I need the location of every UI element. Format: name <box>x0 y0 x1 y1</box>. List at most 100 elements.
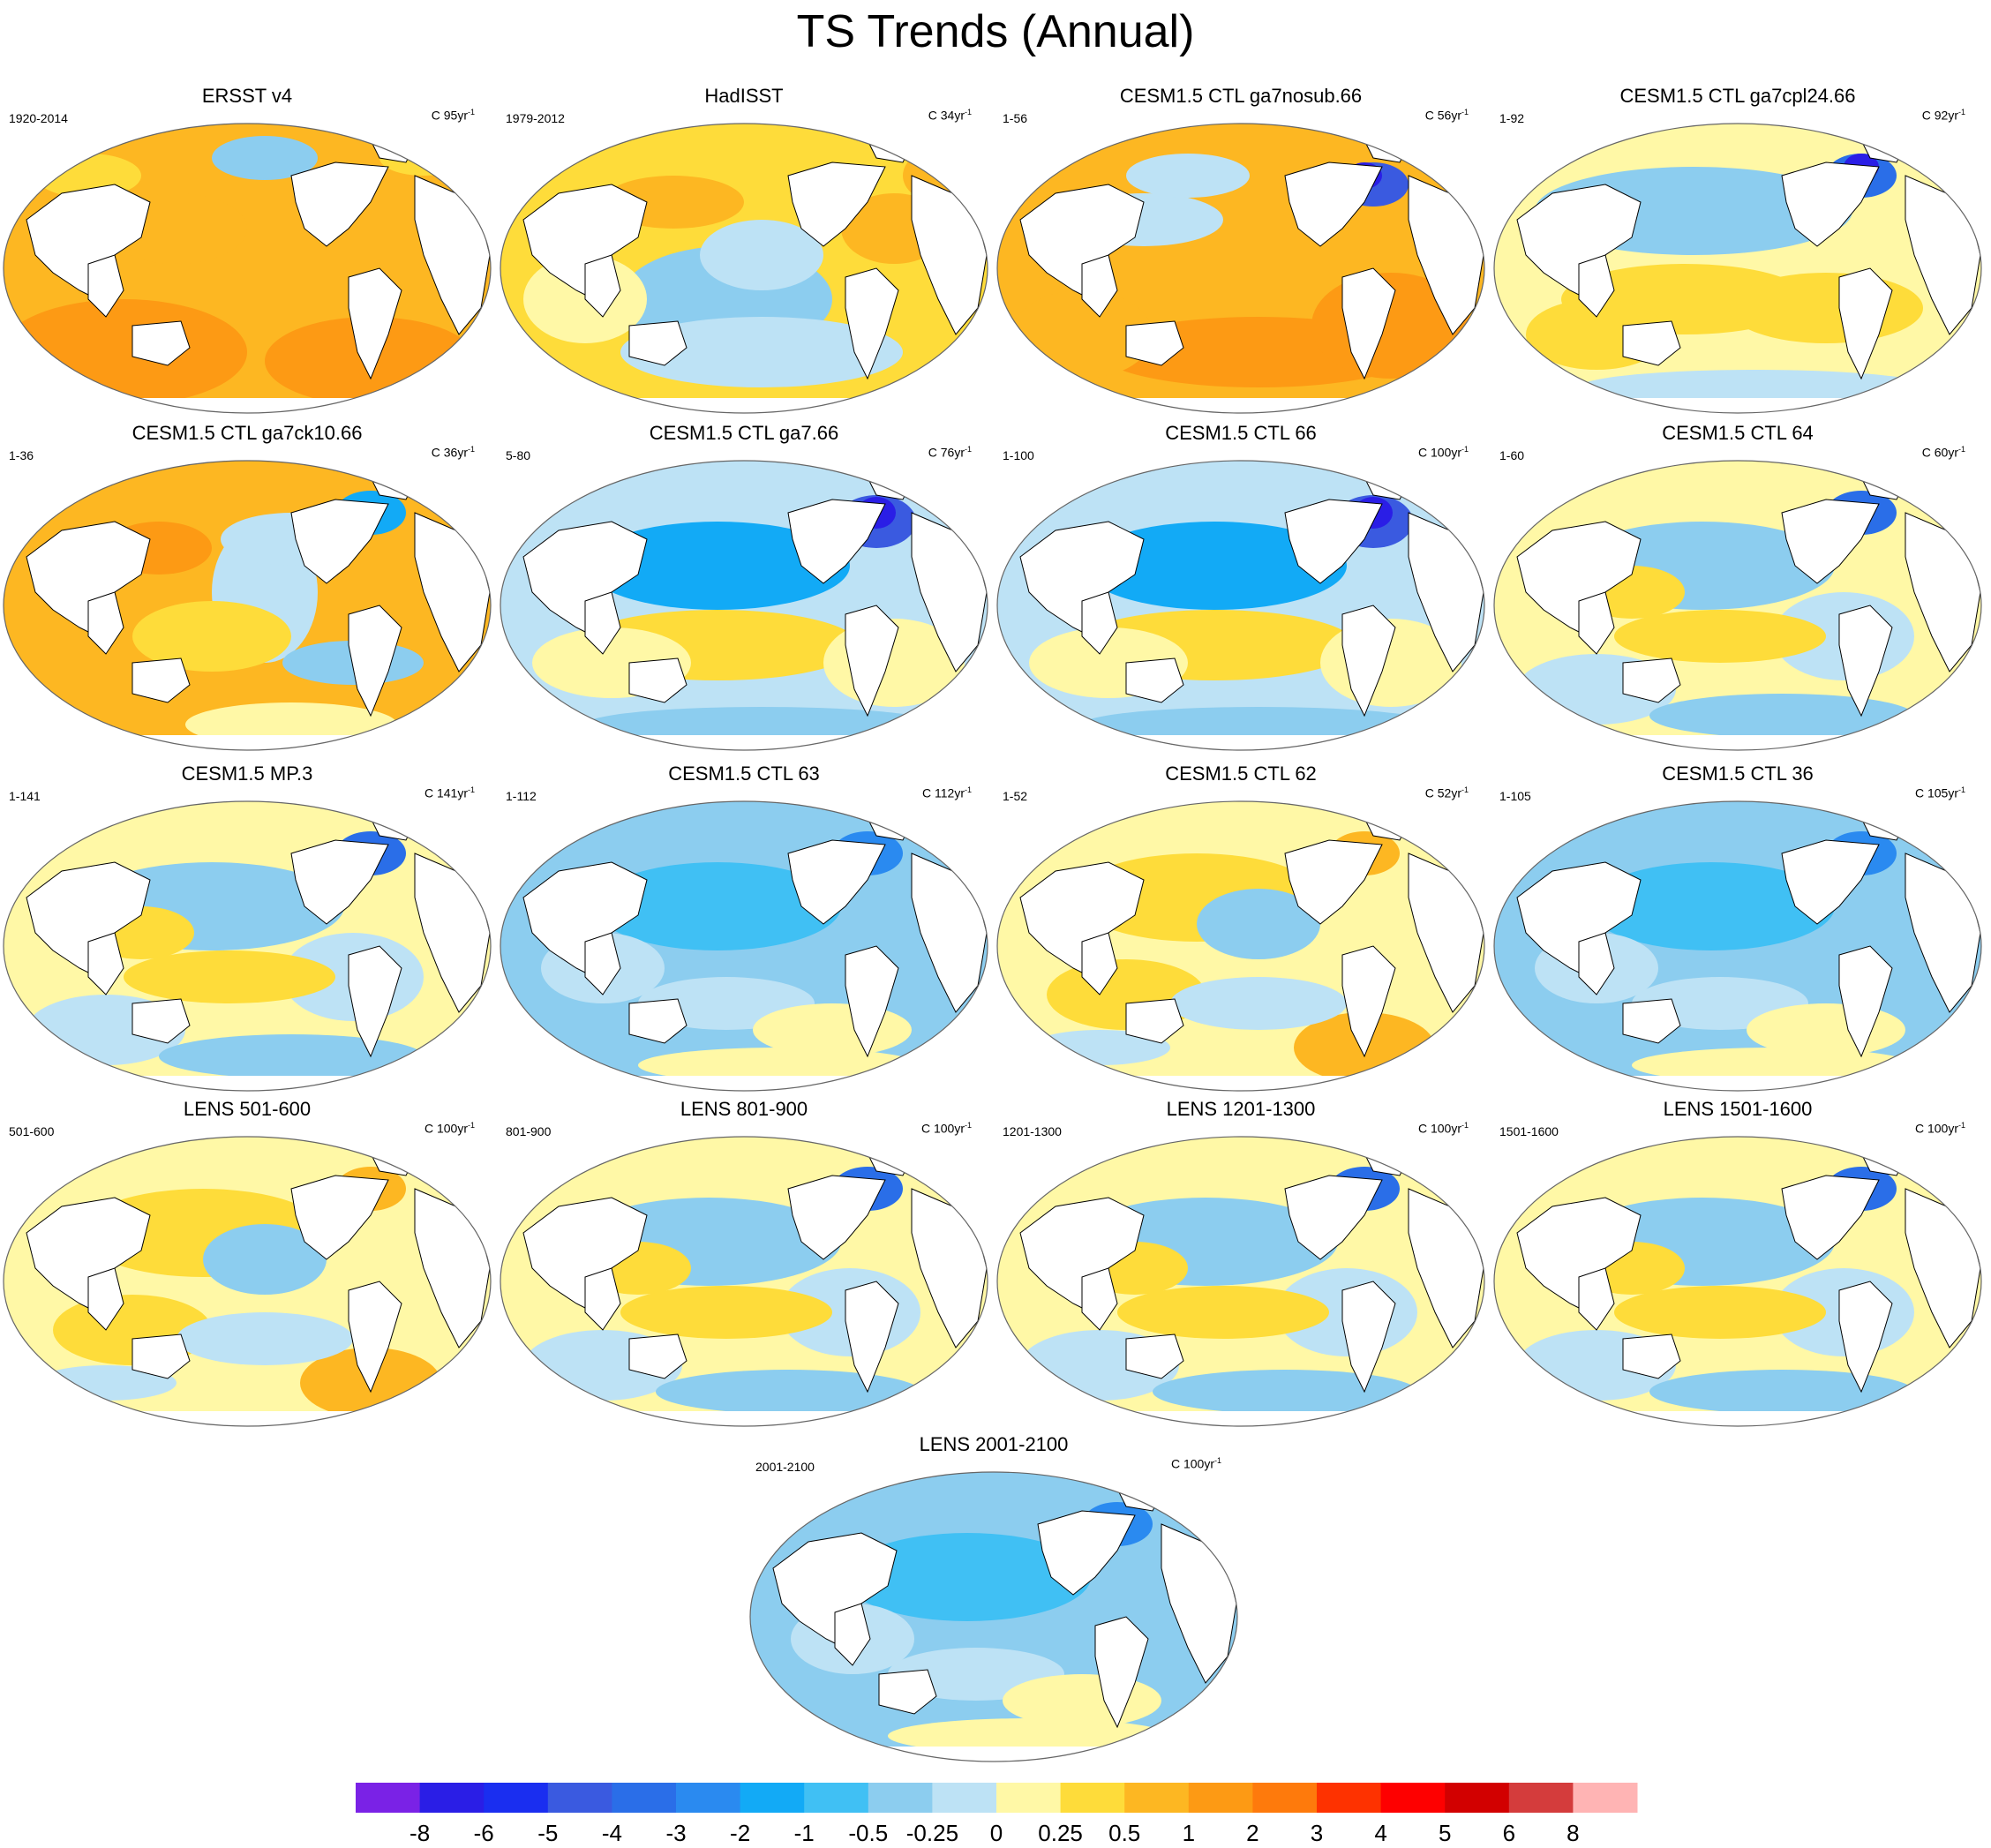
units-count: 95 <box>443 108 458 123</box>
colorbar-tick-label: -3 <box>665 1820 686 1846</box>
panel-units: C 100yr-1 <box>1418 445 1469 460</box>
panel-year-range: 5-80 <box>506 448 531 462</box>
landmass <box>1622 320 1681 366</box>
trend-anomaly-region <box>844 1533 1091 1621</box>
antarctica-landmass <box>4 398 491 413</box>
landmass <box>1284 499 1383 584</box>
robinson-map <box>996 123 1485 414</box>
landmass <box>1622 998 1681 1044</box>
robinson-map <box>500 800 988 1092</box>
units-count: 34 <box>940 108 955 123</box>
units-suffix: yr <box>457 445 468 460</box>
robinson-map <box>996 460 1485 751</box>
trend-anomaly-region <box>4 299 247 405</box>
landmass <box>628 998 687 1044</box>
map-panel: CESM1.5 MP.3 1-141 C 141yr-1 <box>0 762 494 1168</box>
antarctica-landmass <box>4 1411 491 1426</box>
trend-anomaly-region <box>1197 889 1320 959</box>
panel-units: C 52yr-1 <box>1425 785 1469 800</box>
colorbar-swatch <box>547 1783 612 1813</box>
units-count: 100 <box>436 1121 458 1136</box>
map-frame <box>3 800 492 1092</box>
trend-anomaly-region <box>177 1312 353 1365</box>
antarctica-landmass <box>500 1411 988 1426</box>
panel-title: ERSST v4 <box>201 85 293 107</box>
landmass <box>290 839 389 925</box>
landmass <box>628 320 687 366</box>
map-panel: CESM1.5 CTL 66 1-100 C 100yr-1 <box>994 422 1488 828</box>
units-prefix: C <box>1921 108 1931 123</box>
trend-anomaly-region <box>1082 707 1435 742</box>
landmass <box>131 320 191 366</box>
landmass <box>1125 998 1184 1044</box>
antarctica-landmass <box>997 398 1484 413</box>
landmass <box>584 591 621 655</box>
units-prefix: C <box>921 785 932 800</box>
colorbar-swatch <box>1573 1783 1638 1813</box>
map-frame <box>996 1136 1485 1427</box>
trend-anomaly-region <box>1588 862 1835 950</box>
landmass <box>845 605 899 717</box>
robinson-map <box>1493 800 1982 1092</box>
trend-anomaly-region <box>212 136 318 180</box>
units-count: 100 <box>1183 1456 1205 1471</box>
panel-units: C 112yr-1 <box>922 785 972 800</box>
landmass <box>1037 1510 1136 1596</box>
antarctica-landmass <box>500 398 988 413</box>
robinson-map <box>500 123 988 414</box>
colorbar-swatch <box>1508 1783 1574 1813</box>
antarctica-landmass <box>500 735 988 750</box>
units-exponent: -1 <box>964 445 972 454</box>
trend-anomaly-region <box>124 950 335 1003</box>
landmass <box>1125 1333 1184 1379</box>
robinson-map <box>3 460 492 751</box>
antarctica-landmass <box>997 1076 1484 1091</box>
landmass <box>1081 932 1118 995</box>
landmass <box>1578 1267 1615 1331</box>
landmass <box>1284 839 1383 925</box>
colorbar-swatch <box>419 1783 485 1813</box>
panel-title: CESM1.5 CTL 64 <box>1662 422 1814 444</box>
robinson-map <box>3 123 492 414</box>
units-suffix: yr <box>1948 1121 1958 1136</box>
colorbar-tick-label: -5 <box>537 1820 558 1846</box>
landmass <box>87 254 124 318</box>
panel-units: C 56yr-1 <box>1425 108 1469 123</box>
robinson-map <box>1493 1136 1982 1427</box>
panel-units: C 100yr-1 <box>1915 1121 1965 1136</box>
landmass <box>1125 320 1184 366</box>
panel-units: C 60yr-1 <box>1922 445 1965 460</box>
units-prefix: C <box>431 108 440 123</box>
panel-units: C 100yr-1 <box>1418 1121 1469 1136</box>
antarctica-landmass <box>1494 1076 1981 1091</box>
robinson-map <box>3 800 492 1092</box>
landmass <box>878 1669 937 1715</box>
panel-year-range: 801-900 <box>506 1124 552 1138</box>
units-suffix: yr <box>1948 108 1958 123</box>
panel-title: LENS 1201-1300 <box>1166 1098 1316 1120</box>
robinson-map <box>1493 123 1982 414</box>
colorbar-swatch <box>484 1783 549 1813</box>
landmass <box>584 1267 621 1331</box>
panel-title: CESM1.5 CTL 63 <box>668 762 820 785</box>
units-prefix: C <box>920 1121 931 1136</box>
map-panel: CESM1.5 CTL ga7.66 5-80 C 76yr-1 <box>497 422 991 828</box>
landmass <box>1838 945 1893 1058</box>
trend-anomaly-region <box>132 601 291 672</box>
landmass <box>1578 932 1615 995</box>
panel-year-range: 1920-2014 <box>9 111 68 125</box>
panel-year-range: 1-100 <box>1003 448 1034 462</box>
panel-units: C 141yr-1 <box>424 785 475 800</box>
colorbar-swatch <box>1445 1783 1510 1813</box>
landmass <box>1341 1281 1396 1394</box>
map-frame <box>3 460 492 751</box>
landmass <box>1341 945 1396 1058</box>
landmass <box>787 499 886 584</box>
colorbar-swatch <box>1317 1783 1382 1813</box>
units-prefix: C <box>1914 785 1925 800</box>
panel-units: C 100yr-1 <box>1171 1456 1221 1471</box>
units-count: 36 <box>443 445 458 460</box>
units-count: 112 <box>934 785 955 800</box>
units-exponent: -1 <box>1957 785 1965 794</box>
units-prefix: C <box>928 445 937 460</box>
